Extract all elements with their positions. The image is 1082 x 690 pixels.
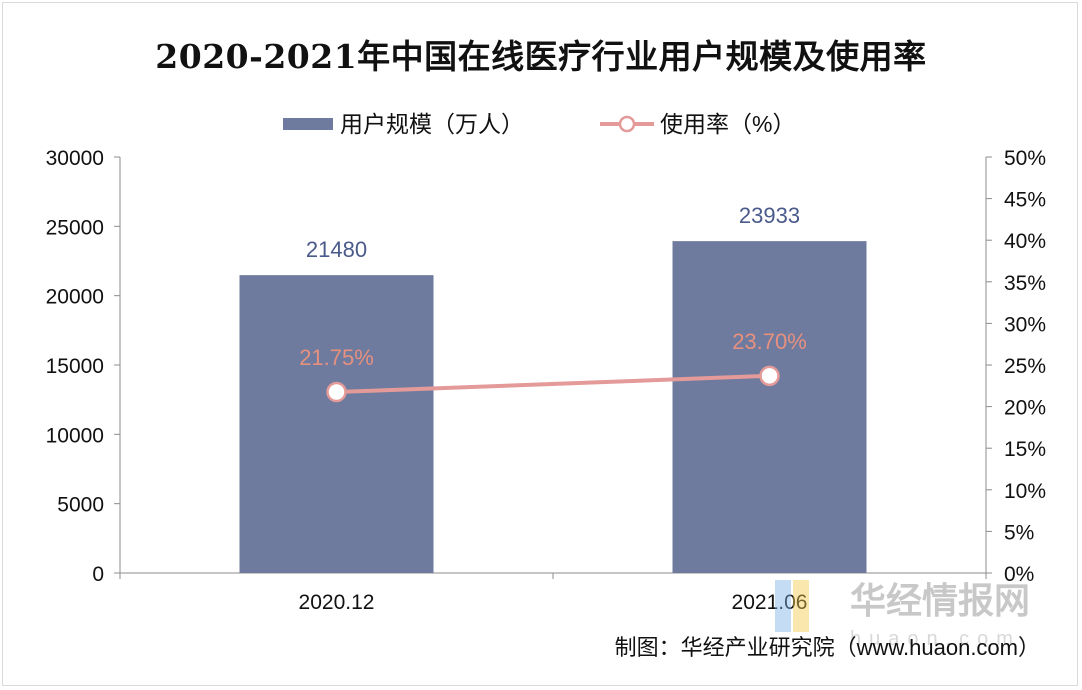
- y-left-tick-label: 20000: [46, 286, 104, 309]
- x-tick-label: 2021.06: [732, 591, 808, 614]
- chart-title: 2020-2021年中国在线医疗行业用户规模及使用率: [155, 37, 927, 76]
- source-note: 制图：华经产业研究院（www.huaon.com）: [615, 635, 1040, 660]
- bar: [672, 241, 867, 573]
- watermark-logo-mark-blue: [775, 580, 791, 632]
- legend-line-marker: [618, 115, 636, 133]
- watermark: 华经情报网 huaon.com: [775, 580, 1030, 650]
- y-right-tick-label: 20%: [1004, 397, 1046, 420]
- legend: 用户规模（万人） 使用率（%）: [283, 111, 795, 137]
- line-data-label: 23.70%: [732, 329, 807, 354]
- line-marker: [326, 381, 347, 403]
- legend-line-label: 使用率（%）: [660, 111, 795, 137]
- y-left-tick-label: 0: [92, 563, 104, 586]
- line-path: [336, 373, 770, 395]
- bar: [239, 275, 434, 573]
- watermark-subtext: huaon.com: [850, 628, 1021, 650]
- y-left-tick-label: 30000: [46, 147, 104, 170]
- legend-bar-swatch: [283, 118, 333, 130]
- bar-series: [239, 241, 867, 573]
- y-right-tick-label: 45%: [1004, 189, 1046, 212]
- watermark-text: 华经情报网: [850, 580, 1030, 621]
- y-left-tick-label: 25000: [46, 216, 104, 239]
- y-right-tick-label: 5%: [1004, 521, 1034, 544]
- line-series: [326, 365, 780, 403]
- line-data-label: 21.75%: [299, 345, 374, 370]
- y-right-tick-label: 50%: [1004, 147, 1046, 170]
- y-right-tick-label: 0%: [1004, 563, 1034, 586]
- line-marker: [759, 365, 780, 387]
- y-left-tick-label: 10000: [46, 424, 104, 447]
- watermark-logo-mark-yellow: [793, 580, 809, 632]
- y-left-tick-label: 15000: [46, 355, 104, 378]
- y-right-tick-label: 30%: [1004, 313, 1046, 336]
- x-tick-label: 2020.12: [299, 591, 375, 614]
- legend-bar-label: 用户规模（万人）: [340, 111, 524, 137]
- y-right-tick-label: 35%: [1004, 272, 1046, 295]
- bar-data-label: 21480: [306, 237, 367, 262]
- y-right-tick-label: 25%: [1004, 355, 1046, 378]
- axes: 0 5000 10000 15000 20000 25000 30000 0% 5% 10% 15%…: [46, 147, 1046, 614]
- bar-data-label: 23933: [739, 203, 800, 228]
- y-right-tick-label: 40%: [1004, 230, 1046, 253]
- y-left-tick-label: 5000: [57, 494, 104, 517]
- data-labels: 21480 23933 21.75% 23.70%: [299, 203, 807, 370]
- y-right-tick-label: 10%: [1004, 480, 1046, 503]
- y-right-tick-label: 15%: [1004, 438, 1046, 461]
